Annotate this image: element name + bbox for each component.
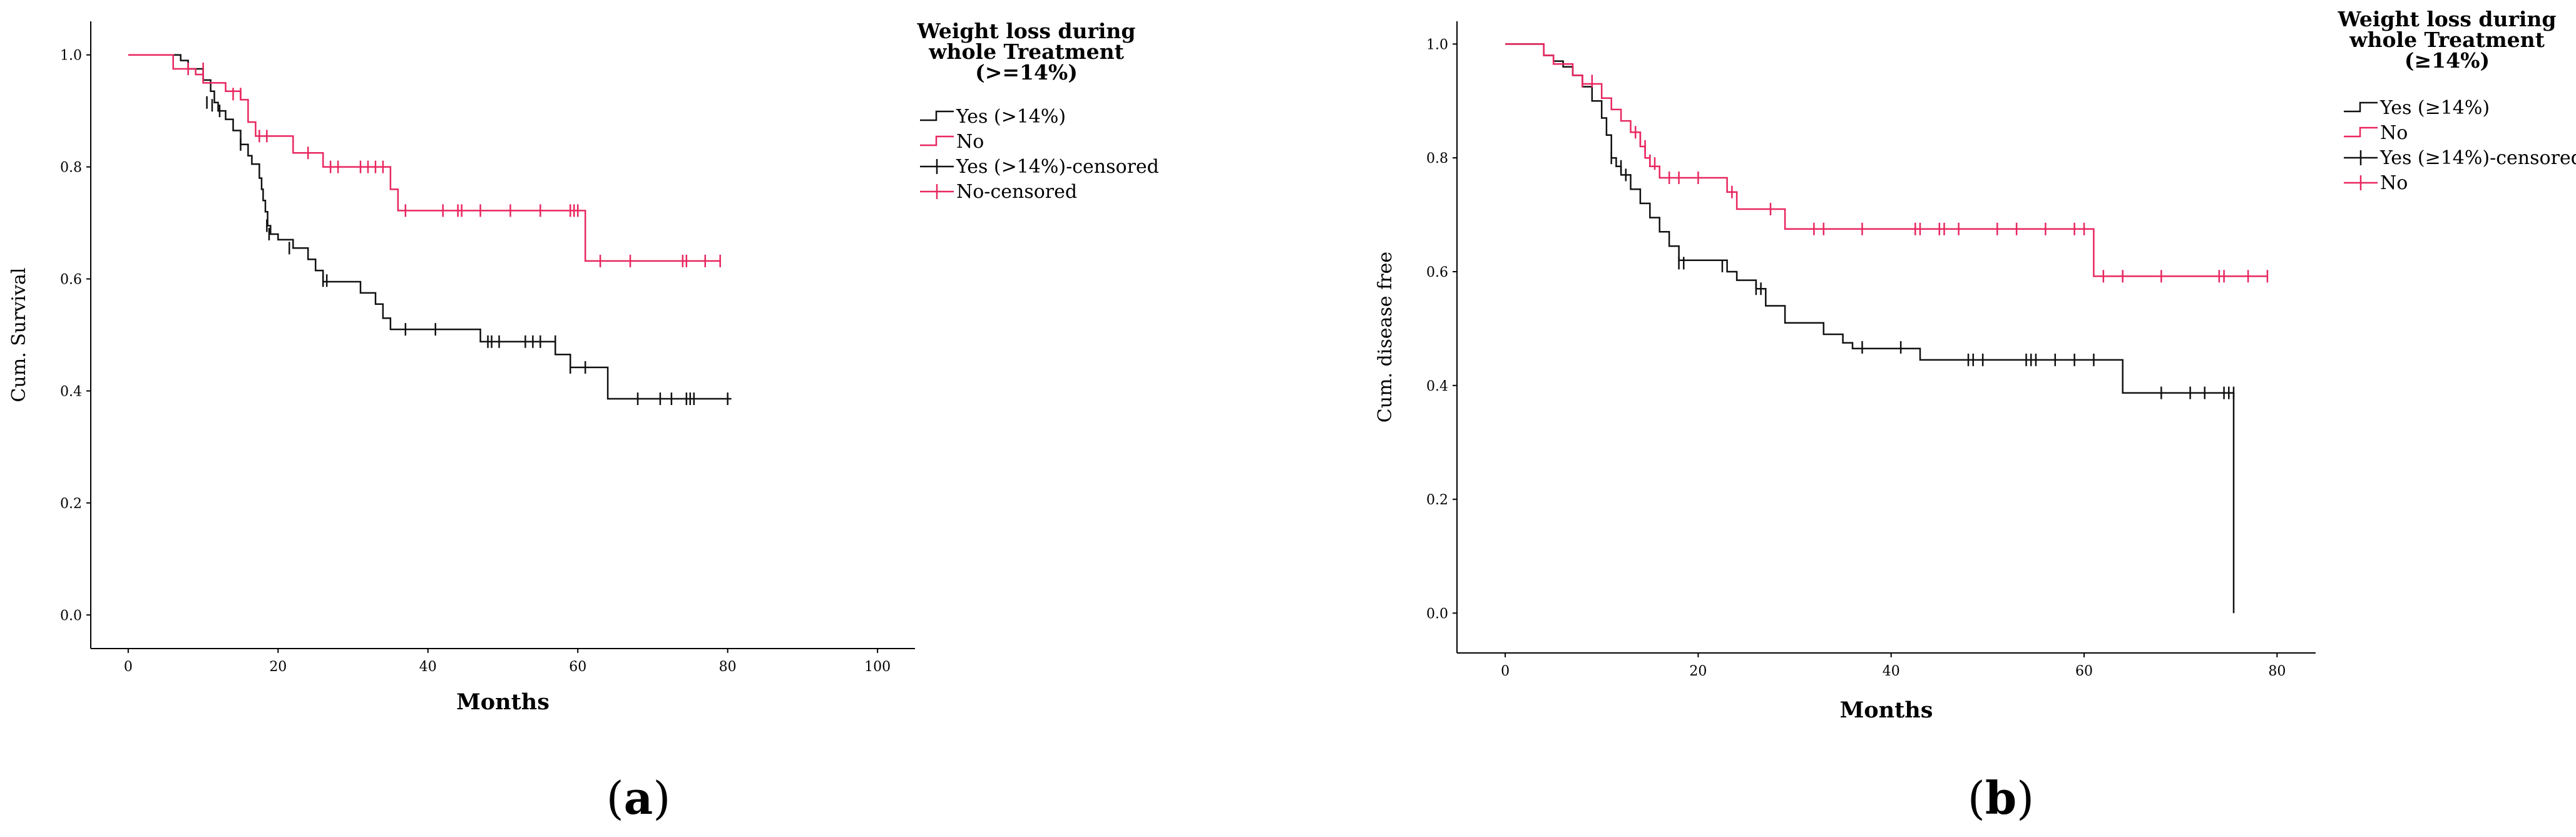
chart-b: 0.0 0.2 0.4 0.6 0.8 1.0 0 20 40 60 80 Months Cum. di… [1374, 7, 2576, 824]
x-axis-title: Months [1840, 697, 1933, 723]
y-tick-label: 0.8 [60, 160, 82, 176]
legend-step-swatch [920, 110, 954, 121]
y-tick-label: 0.0 [1426, 606, 1448, 622]
legend-title-line: Weight loss during [2338, 7, 2557, 31]
y-tick-label: 0.4 [1426, 379, 1448, 394]
legend-title-line: whole Treatment [928, 39, 1125, 64]
x-tick-label: 60 [569, 659, 586, 675]
x-tick-label: 0 [1501, 664, 1510, 679]
caption-letter: a [624, 771, 653, 824]
legend-step-swatch [2344, 126, 2378, 138]
legend-entry-label: No [956, 131, 984, 153]
y-axis-title: Cum. disease free [1374, 252, 1396, 423]
x-tick-label: 0 [124, 659, 133, 675]
caption-paren-close: ) [2016, 772, 2034, 824]
chart-a: 0.0 0.2 0.4 0.6 0.8 1.0 0 20 40 60 80 100 Months Cum.… [8, 19, 1159, 824]
x-tick-label: 80 [719, 659, 737, 675]
legend-step-swatch [920, 135, 954, 146]
legend-entry-label: No [2380, 172, 2408, 194]
y-tick-label: 0.2 [1426, 493, 1448, 508]
legend-title-line: (>=14%) [975, 60, 1078, 85]
x-tick-label: 60 [2075, 664, 2093, 679]
legend-entry-label: No-censored [956, 181, 1077, 203]
y-tick-label: 0.0 [60, 608, 82, 624]
legend-step-swatch [2344, 101, 2378, 113]
y-tick-label: 0.2 [60, 496, 82, 511]
x-tick-label: 20 [269, 659, 287, 675]
x-tick-label: 40 [1883, 664, 1900, 679]
y-axis-title: Cum. Survival [8, 268, 30, 403]
legend-entry-label: Yes (>14%) [956, 106, 1066, 128]
x-tick-label: 20 [1689, 664, 1707, 679]
panel-caption: (a) [606, 771, 671, 824]
y-tick-label: 1.0 [60, 48, 82, 64]
km-curve-yes [128, 54, 732, 400]
legend-title-line: whole Treatment [2349, 28, 2545, 52]
caption-paren-close: ) [653, 772, 670, 824]
legend-entry-label: Yes (≥14%)-censored [2379, 147, 2576, 169]
km-curve-no [128, 54, 720, 262]
x-axis-title: Months [456, 689, 549, 715]
legend-title-line: Weight loss during [917, 19, 1136, 43]
legend-entry-label: Yes (>14%)-censored [956, 156, 1159, 178]
x-tick-label: 40 [419, 659, 437, 675]
km-curve-no [1505, 43, 2267, 277]
km-curve-yes [1505, 43, 2235, 614]
x-tick-label: 100 [864, 659, 891, 675]
panel-caption: (b) [1968, 771, 2035, 824]
legend-title-line: (≥14%) [2405, 48, 2490, 73]
y-tick-label: 0.6 [1426, 265, 1448, 280]
legend-entry-label: Yes (≥14%) [2379, 97, 2490, 119]
caption-letter: b [1985, 771, 2016, 824]
y-tick-label: 0.6 [60, 272, 82, 288]
y-tick-label: 0.8 [1426, 151, 1448, 167]
y-tick-label: 1.0 [1426, 37, 1448, 53]
caption-paren-open: ( [606, 772, 624, 824]
y-tick-label: 0.4 [60, 384, 82, 399]
legend-entry-label: No [2380, 122, 2408, 144]
caption-paren-open: ( [1968, 772, 1985, 824]
x-tick-label: 80 [2268, 664, 2286, 679]
